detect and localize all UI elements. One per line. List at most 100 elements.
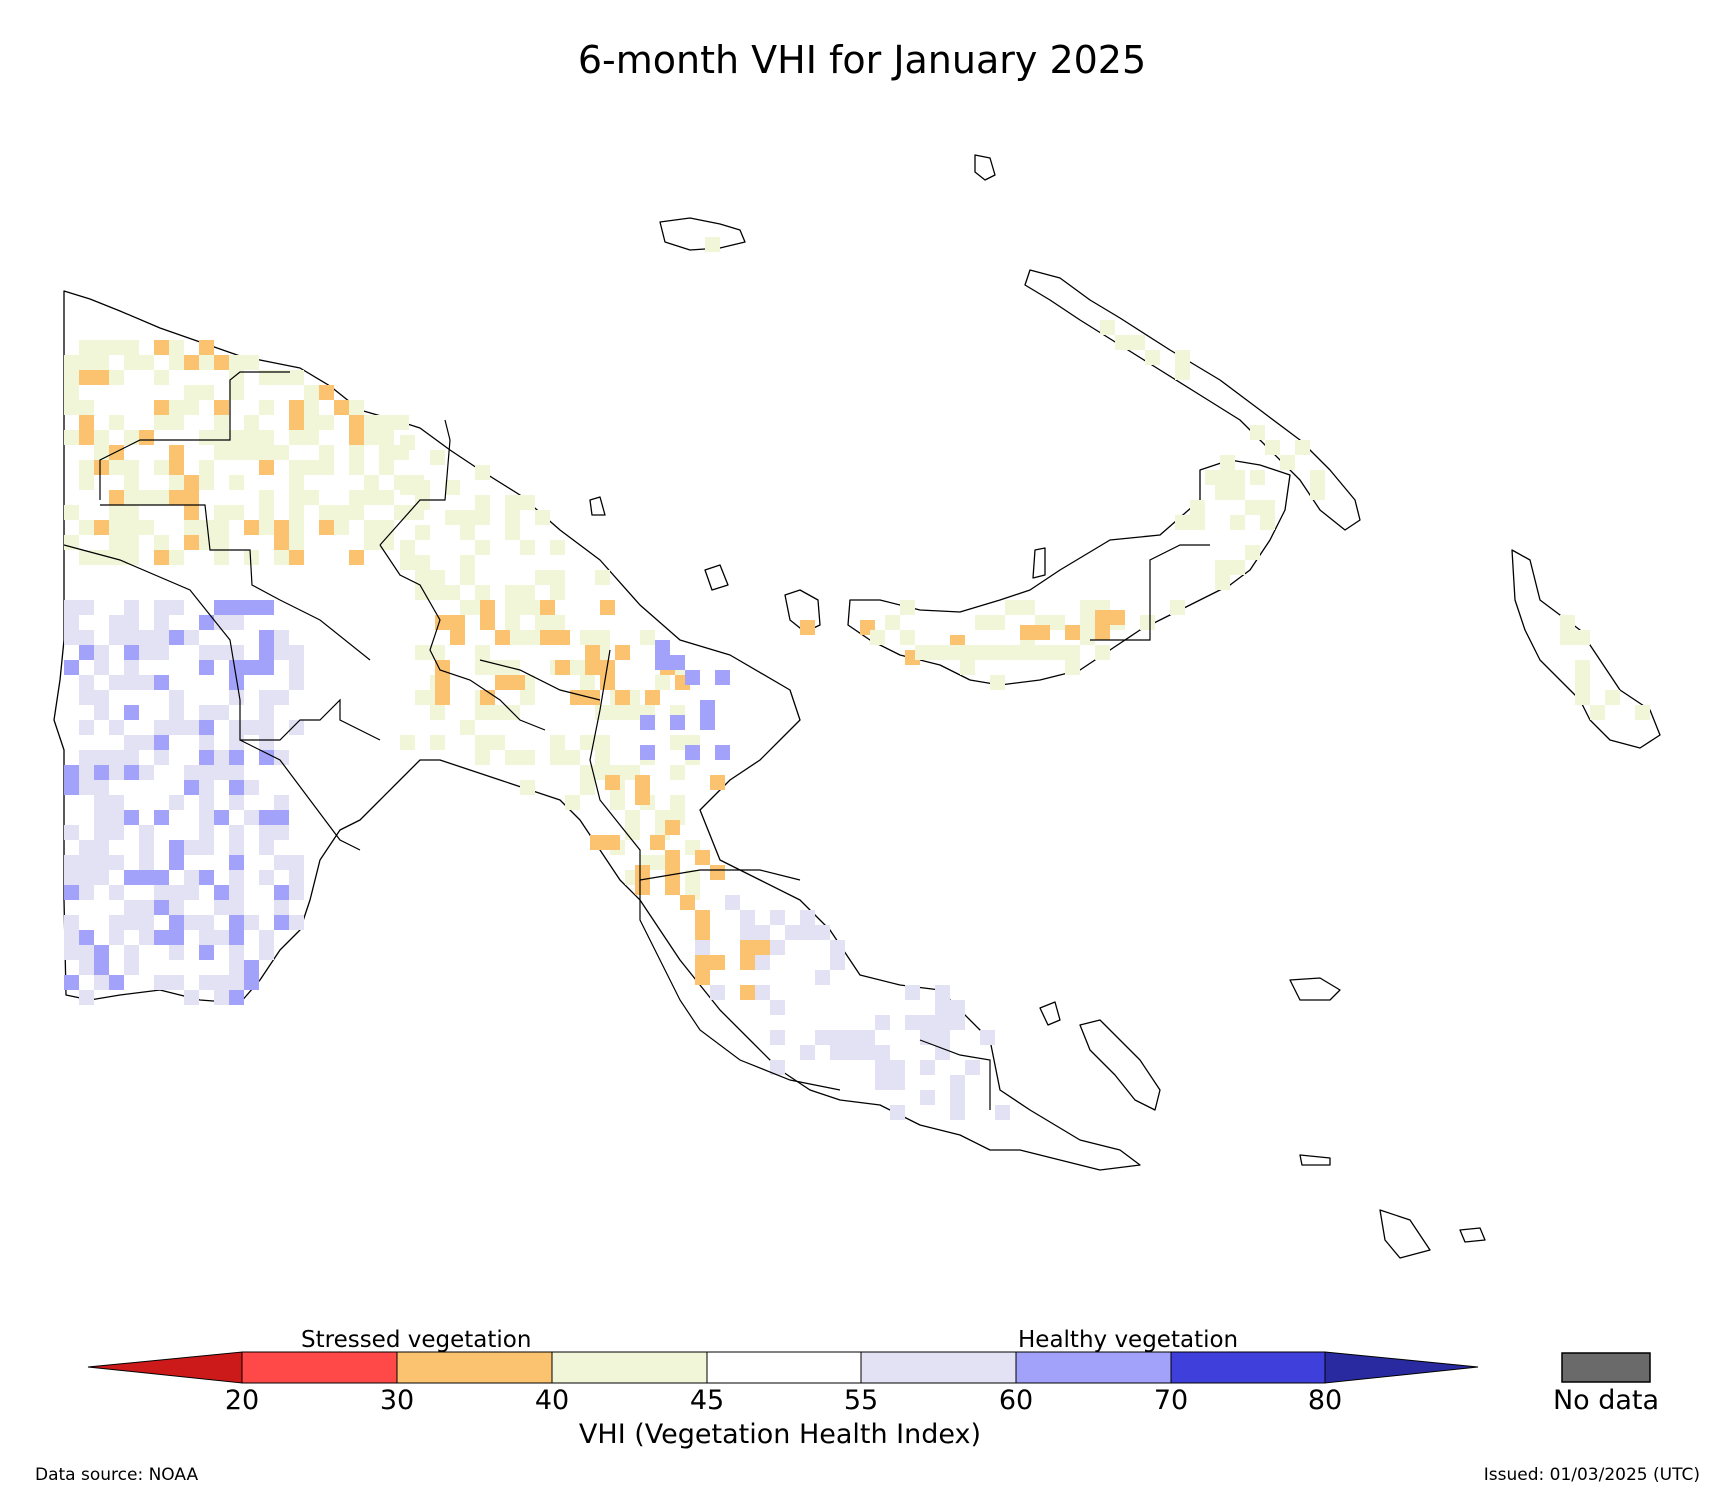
vhi-pixel — [79, 675, 94, 690]
vhi-pixel — [244, 960, 259, 975]
vhi-pixel — [640, 745, 655, 760]
vhi-pixel — [244, 600, 259, 615]
vhi-pixel — [830, 955, 845, 970]
vhi-pixel — [229, 720, 244, 735]
vhi-pixel — [214, 600, 229, 615]
vhi-pixel — [520, 600, 535, 615]
no-data-swatch — [1561, 1352, 1651, 1383]
vhi-pixel — [950, 1015, 965, 1030]
vhi-pixel — [154, 750, 169, 765]
vhi-pixel — [475, 645, 490, 660]
vhi-pixel — [610, 795, 625, 810]
vhi-pixel — [154, 340, 169, 355]
vhi-pixel — [950, 1075, 965, 1090]
vhi-pixel — [229, 615, 244, 630]
vhi-pixel — [1175, 515, 1190, 530]
vhi-pixel — [94, 870, 109, 885]
vhi-pixel — [244, 720, 259, 735]
vhi-pixel — [595, 735, 610, 750]
vhi-pixel — [94, 825, 109, 840]
vhi-pixel — [755, 925, 770, 940]
vhi-pixel — [495, 630, 510, 645]
vhi-pixel — [595, 630, 610, 645]
vhi-pixel — [229, 900, 244, 915]
vhi-pixel — [510, 675, 525, 690]
vhi-pixel — [274, 550, 289, 565]
vhi-pixel — [935, 985, 950, 1000]
vhi-pixel — [214, 415, 229, 430]
vhi-pixel — [139, 430, 154, 445]
island-outline — [1459, 1227, 1486, 1243]
vhi-pixel — [109, 445, 124, 460]
vhi-pixel — [124, 340, 139, 355]
vhi-pixel — [259, 370, 274, 385]
vhi-pixel — [229, 795, 244, 810]
vhi-pixel — [475, 735, 490, 750]
vhi-pixel — [830, 1030, 845, 1045]
vhi-pixel — [124, 460, 139, 475]
vhi-pixel — [124, 945, 139, 960]
vhi-pixel — [289, 430, 304, 445]
vhi-pixel — [124, 675, 139, 690]
vhi-pixel — [169, 550, 184, 565]
vhi-pixel — [214, 900, 229, 915]
colorbar-segment — [396, 1351, 553, 1384]
vhi-pixel — [460, 570, 475, 585]
vhi-pixel — [79, 750, 94, 765]
vhi-pixel — [950, 1105, 965, 1120]
vhi-pixel — [154, 400, 169, 415]
vhi-pixel — [199, 645, 214, 660]
vhi-pixel — [550, 585, 565, 600]
vhi-pixel — [139, 520, 154, 535]
vhi-pixel — [830, 940, 845, 955]
vhi-pixel — [139, 840, 154, 855]
issued-date-note: Issued: 01/03/2025 (UTC) — [1483, 1465, 1700, 1485]
vhi-pixel — [920, 1015, 935, 1030]
island-outline — [704, 564, 729, 591]
vhi-pixel — [169, 795, 184, 810]
vhi-pixel — [124, 900, 139, 915]
vhi-pixel — [199, 795, 214, 810]
vhi-pixel — [815, 925, 830, 940]
vhi-pixel — [139, 870, 154, 885]
vhi-pixel — [550, 735, 565, 750]
data-source-note: Data source: NOAA — [35, 1465, 199, 1485]
vhi-pixel — [460, 525, 475, 540]
vhi-pixel — [124, 915, 139, 930]
vhi-pixel — [229, 750, 244, 765]
vhi-pixel — [154, 675, 169, 690]
vhi-pixel — [665, 820, 680, 835]
vhi-pixel — [229, 825, 244, 840]
vhi-pixel — [184, 780, 199, 795]
vhi-pixel — [304, 415, 319, 430]
vhi-pixel — [900, 600, 915, 615]
vhi-pixel — [319, 505, 334, 520]
vhi-pixel — [770, 1000, 785, 1015]
vhi-pixel — [334, 505, 349, 520]
vhi-pixel — [199, 930, 214, 945]
vhi-pixel — [169, 900, 184, 915]
island-outline — [1032, 547, 1046, 579]
vhi-pixel — [920, 1060, 935, 1075]
vhi-pixel — [244, 430, 259, 445]
vhi-pixel — [124, 535, 139, 550]
vhi-pixel — [645, 690, 660, 705]
vhi-pixel — [980, 1030, 995, 1045]
vhi-pixel — [214, 750, 229, 765]
vhi-pixel — [79, 415, 94, 430]
vhi-pixel — [585, 645, 600, 660]
vhi-pixel — [109, 810, 124, 825]
vhi-pixel — [304, 490, 319, 505]
vhi-pixel — [154, 535, 169, 550]
colorbar-segment — [1015, 1351, 1172, 1384]
colorbar-tick-label: 30 — [379, 1385, 415, 1416]
colorbar-tick-label: 20 — [224, 1385, 260, 1416]
vhi-pixel — [199, 765, 214, 780]
vhi-pixel — [920, 1090, 935, 1105]
vhi-pixel — [590, 835, 605, 850]
vhi-pixel — [79, 600, 94, 615]
vhi-pixel — [124, 750, 139, 765]
vhi-pixel — [400, 480, 415, 495]
vhi-pixel — [430, 705, 445, 720]
vhi-pixel — [685, 745, 700, 760]
